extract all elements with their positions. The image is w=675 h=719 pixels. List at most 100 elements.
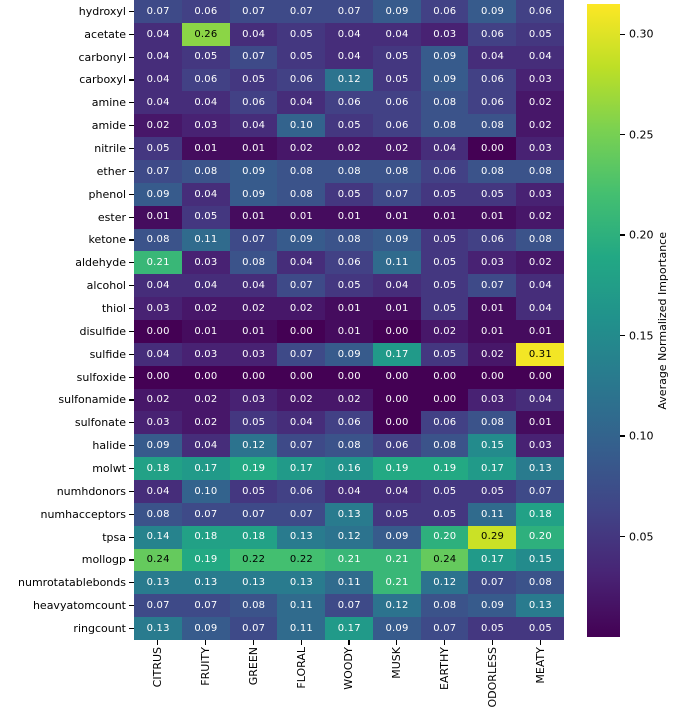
heatmap-cell: 0.04 [181, 434, 231, 458]
column-label-box: CITRUS [148, 647, 168, 718]
heatmap-cell: 0.04 [134, 68, 183, 92]
heatmap-cell: 0.02 [325, 388, 374, 412]
heatmap-cell: 0.21 [372, 571, 422, 595]
heatmap-cell: 0.02 [468, 342, 517, 367]
heatmap-cell: 0.13 [277, 571, 326, 595]
heatmap-cell: 0.08 [516, 571, 564, 595]
heatmap-cell: 0.06 [468, 91, 517, 115]
heatmap-cell: 0.04 [134, 22, 183, 47]
heatmap-cell: 0.09 [181, 617, 231, 640]
heatmap-cell: 0.24 [420, 548, 469, 572]
heatmap-cell: 0.11 [181, 228, 231, 252]
heatmap-cell: 0.08 [325, 228, 374, 252]
x-tick-mark [252, 640, 255, 645]
row-label: nitrile [94, 142, 126, 156]
heatmap-cell: 0.21 [372, 548, 422, 572]
heatmap-cell: 0.00 [468, 365, 517, 390]
heatmap-cell: 0.31 [516, 342, 564, 367]
heatmap-cell: 0.00 [372, 411, 422, 435]
heatmap-cell: 0.19 [420, 457, 469, 481]
heatmap-cell: 0.03 [468, 251, 517, 275]
y-tick-mark [129, 399, 134, 401]
y-tick-mark [129, 262, 134, 264]
column-label: EARTHY [437, 647, 451, 691]
heatmap-cell: 0.01 [468, 320, 517, 344]
y-tick-mark [129, 285, 134, 287]
heatmap-cell: 0.22 [229, 548, 278, 572]
heatmap-cell: 0.08 [229, 594, 278, 618]
row-label: mollogp [81, 553, 126, 567]
heatmap-cell: 0.01 [181, 137, 231, 161]
heatmap-cell: 0.00 [372, 320, 422, 344]
y-tick-mark [129, 330, 134, 333]
heatmap-cell: 0.08 [468, 160, 517, 184]
heatmap-cell: 0.07 [277, 342, 326, 367]
heatmap-cell: 0.04 [325, 45, 374, 70]
heatmap-cell: 0.01 [229, 137, 278, 161]
heatmap-cell: 0.08 [181, 160, 231, 184]
heatmap-cell: 0.05 [372, 68, 422, 92]
heatmap-cell: 0.03 [516, 137, 564, 161]
heatmap-cell: 0.05 [372, 502, 422, 527]
x-tick-mark [443, 640, 446, 645]
heatmap-cell: 0.07 [229, 45, 278, 70]
colorbar-tick-mark [620, 535, 625, 538]
heatmap-cell: 0.04 [325, 22, 374, 47]
colorbar-label: Average Normalized Importance [656, 231, 670, 410]
heatmap-cell: 0.04 [516, 45, 564, 70]
heatmap-cell: 0.04 [420, 137, 469, 161]
heatmap-cell: 0.02 [181, 411, 231, 435]
heatmap-cell: 0.02 [181, 388, 231, 412]
heatmap-cell: 0.05 [468, 182, 517, 207]
heatmap-cell: 0.09 [277, 228, 326, 252]
column-label-box: FRUITY [196, 647, 216, 718]
heatmap-cell: 0.09 [372, 617, 422, 640]
heatmap-cell: 0.15 [468, 434, 517, 458]
heatmap-cell: 0.00 [420, 388, 469, 412]
heatmap-cell: 0.09 [372, 0, 422, 24]
column-label: ODORLESS [485, 647, 499, 708]
heatmap-cell: 0.05 [277, 22, 326, 47]
row-label: numrotatablebonds [18, 576, 126, 590]
heatmap-cell: 0.06 [229, 91, 278, 115]
x-tick-mark [348, 640, 350, 645]
heatmap-cell: 0.19 [181, 548, 231, 572]
heatmap-cell: 0.02 [277, 137, 326, 161]
heatmap-cell: 0.08 [325, 434, 374, 458]
heatmap-cell: 0.01 [420, 205, 469, 230]
heatmap-cell: 0.04 [516, 388, 564, 412]
heatmap-cell: 0.04 [229, 114, 278, 138]
heatmap-cell: 0.07 [229, 617, 278, 640]
heatmap-cell: 0.06 [277, 480, 326, 504]
heatmap-cell: 0.00 [372, 365, 422, 390]
column-label: WOODY [342, 647, 356, 690]
heatmap-cell: 0.09 [134, 182, 183, 207]
heatmap-cell: 0.08 [325, 160, 374, 184]
y-tick-mark [129, 147, 134, 150]
x-tick-mark [539, 640, 541, 645]
heatmap-cell: 0.04 [325, 480, 374, 504]
heatmap-cell: 0.07 [277, 434, 326, 458]
row-label: disulfide [79, 324, 126, 338]
heatmap-cell: 0.26 [181, 22, 231, 47]
heatmap-cell: 0.11 [468, 502, 517, 527]
heatmap-cell: 0.09 [372, 525, 422, 550]
heatmap-cell: 0.04 [181, 182, 231, 207]
heatmap-cell: 0.06 [325, 411, 374, 435]
heatmap-cell: 0.08 [134, 502, 183, 527]
column-label: MEATY [533, 647, 547, 684]
heatmap-cell: 0.07 [181, 502, 231, 527]
heatmap-cell: 0.13 [181, 571, 231, 595]
heatmap-cell: 0.29 [468, 525, 517, 550]
heatmap-cell: 0.05 [372, 45, 422, 70]
heatmap-cell: 0.01 [325, 297, 374, 321]
column-label-box: EARTHY [435, 647, 455, 718]
heatmap-cell: 0.09 [468, 594, 517, 618]
heatmap-cell: 0.05 [229, 68, 278, 92]
heatmap-cell: 0.04 [134, 91, 183, 115]
heatmap-cell: 0.00 [181, 365, 231, 390]
row-label: sulfoxide [76, 370, 126, 384]
colorbar-label-box: Average Normalized Importance [654, 4, 672, 637]
row-label: amine [91, 96, 126, 110]
row-label: ester [97, 210, 126, 224]
